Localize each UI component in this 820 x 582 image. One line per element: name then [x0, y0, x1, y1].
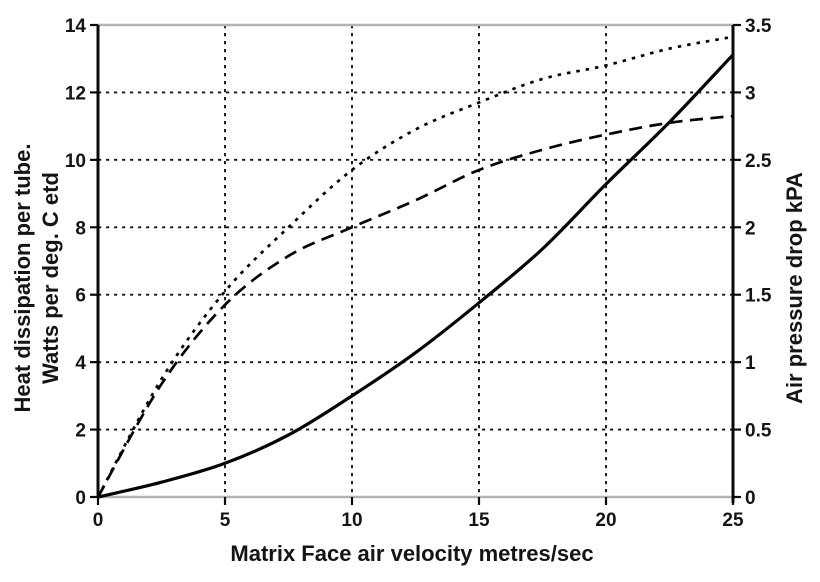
y-axis-label-right: Air pressure drop kPA — [782, 172, 807, 404]
y-left-tick-label: 6 — [75, 286, 86, 307]
y-right-tick-label: 1.5 — [745, 286, 772, 307]
y-right-tick-label: 1 — [745, 353, 756, 374]
y-axis-label-left-line2: Watts per deg. C etd — [38, 172, 63, 384]
y-right-tick-label: 2 — [745, 218, 756, 239]
y-left-tick-label: 10 — [65, 151, 86, 172]
y-left-tick-label: 14 — [65, 16, 87, 37]
x-tick-label: 0 — [93, 510, 104, 531]
y-right-tick-label: 3.5 — [745, 16, 772, 37]
y-axis-label-left: Heat dissipation per tube. Watts per deg… — [9, 144, 65, 413]
x-tick-label: 10 — [341, 510, 362, 531]
series-air-pressure-drop-solid — [97, 53, 735, 499]
y-left-tick-label: 12 — [65, 83, 86, 104]
y-left-tick-label: 8 — [75, 218, 86, 239]
x-tick-label: 15 — [468, 510, 490, 531]
series-heat-dissipation-dashed — [96, 114, 734, 498]
x-axis-label: Matrix Face air velocity metres/sec — [230, 541, 594, 566]
x-tick-label: 5 — [220, 510, 231, 531]
y-right-tick-label: 0.5 — [745, 421, 772, 442]
y-left-tick-label: 2 — [75, 421, 86, 442]
y-left-tick-label: 0 — [75, 488, 86, 509]
y-right-tick-label: 2.5 — [745, 151, 772, 172]
x-tick-label: 25 — [722, 510, 744, 531]
y-right-tick-label: 3 — [745, 83, 756, 104]
x-tick-label: 20 — [595, 510, 616, 531]
y-right-tick-label: 0 — [745, 488, 756, 509]
y-left-tick-label: 4 — [75, 353, 86, 374]
y-axis-label-left-line1: Heat dissipation per tube. — [10, 143, 35, 413]
series-heat-dissipation-dotted — [96, 35, 734, 498]
